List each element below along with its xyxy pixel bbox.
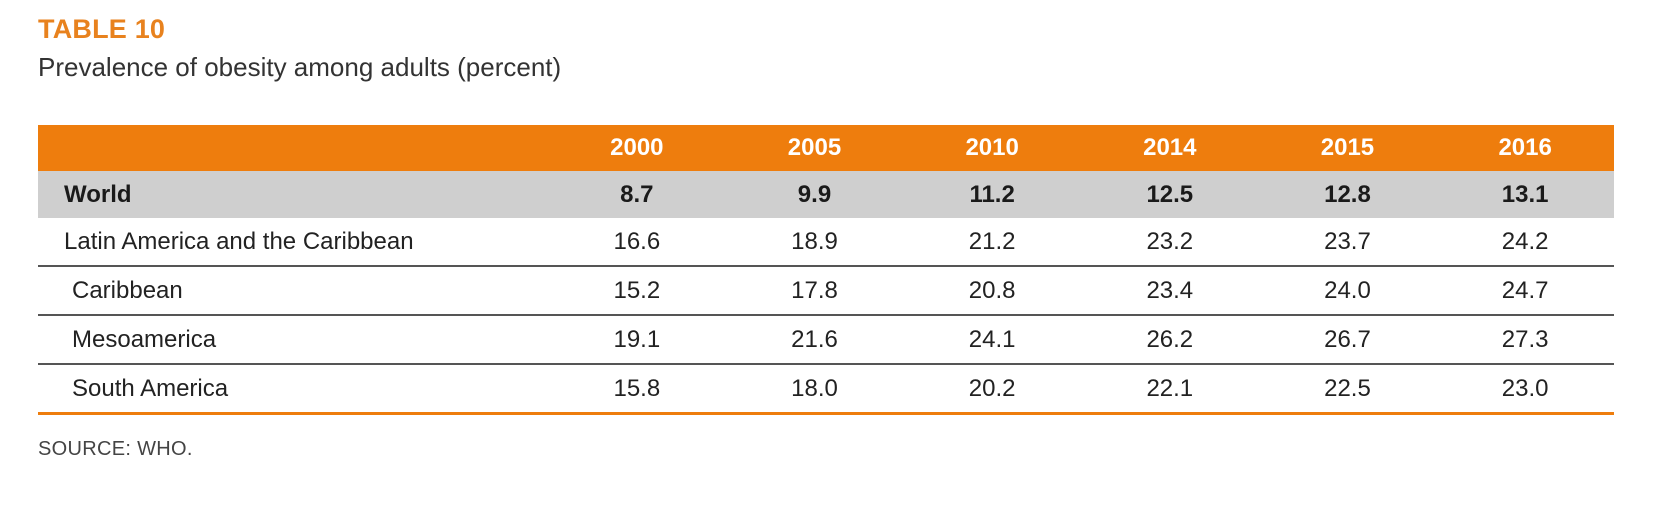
table-cell: 24.0	[1258, 266, 1437, 316]
table-cell: 12.8	[1258, 171, 1437, 218]
table-row-mesoamerica: Mesoamerica 19.1 21.6 24.1 26.2 26.7 27.…	[38, 315, 1614, 365]
row-label: South America	[38, 364, 548, 415]
table-cell: 24.7	[1436, 266, 1614, 316]
table-cell: 18.9	[725, 218, 904, 267]
table-subtitle: Prevalence of obesity among adults (perc…	[38, 52, 562, 82]
table-cell: 12.5	[1080, 171, 1259, 218]
table-cell: 13.1	[1436, 171, 1614, 218]
row-label: World	[38, 171, 548, 218]
table-cell: 26.7	[1258, 315, 1437, 365]
row-label: Mesoamerica	[38, 315, 548, 365]
table-cell: 18.0	[725, 364, 904, 415]
row-label: Latin America and the Caribbean	[38, 218, 548, 267]
table-row-world: World 8.7 9.9 11.2 12.5 12.8 13.1	[38, 171, 1614, 218]
header-year-2005: 2005	[725, 125, 904, 171]
table-cell: 17.8	[725, 266, 904, 316]
table-cell: 24.2	[1436, 218, 1614, 267]
table-cell: 9.9	[725, 171, 904, 218]
header-corner-cell	[38, 125, 548, 171]
table-row-latin-america: Latin America and the Caribbean 16.6 18.…	[38, 218, 1614, 267]
table-cell: 16.6	[548, 218, 726, 267]
row-label: Caribbean	[38, 266, 548, 316]
table-cell: 20.8	[903, 266, 1081, 316]
table-cell: 23.2	[1080, 218, 1259, 267]
table-cell: 22.1	[1080, 364, 1259, 415]
table-cell: 24.1	[903, 315, 1081, 365]
table-cell: 20.2	[903, 364, 1081, 415]
table-label: TABLE 10	[38, 14, 166, 44]
table-row-south-america: South America 15.8 18.0 20.2 22.1 22.5 2…	[38, 364, 1614, 415]
obesity-table: 2000 2005 2010 2014 2015 2016 World 8.7 …	[38, 125, 1614, 415]
table-cell: 21.2	[903, 218, 1081, 267]
table-cell: 8.7	[548, 171, 726, 218]
table-cell: 15.8	[548, 364, 726, 415]
table-cell: 11.2	[903, 171, 1081, 218]
table-cell: 27.3	[1436, 315, 1614, 365]
table-cell: 23.7	[1258, 218, 1437, 267]
table-row-caribbean: Caribbean 15.2 17.8 20.8 23.4 24.0 24.7	[38, 266, 1614, 316]
table-cell: 22.5	[1258, 364, 1437, 415]
table-cell: 26.2	[1080, 315, 1259, 365]
table-cell: 19.1	[548, 315, 726, 365]
source-note: SOURCE: WHO.	[38, 438, 193, 460]
table-header-row: 2000 2005 2010 2014 2015 2016	[38, 125, 1614, 171]
header-year-2010: 2010	[903, 125, 1081, 171]
table-cell: 23.0	[1436, 364, 1614, 415]
table-cell: 23.4	[1080, 266, 1259, 316]
table-cell: 21.6	[725, 315, 904, 365]
header-year-2016: 2016	[1436, 125, 1614, 171]
table-cell: 15.2	[548, 266, 726, 316]
header-year-2015: 2015	[1258, 125, 1437, 171]
header-year-2014: 2014	[1080, 125, 1259, 171]
header-year-2000: 2000	[548, 125, 726, 171]
